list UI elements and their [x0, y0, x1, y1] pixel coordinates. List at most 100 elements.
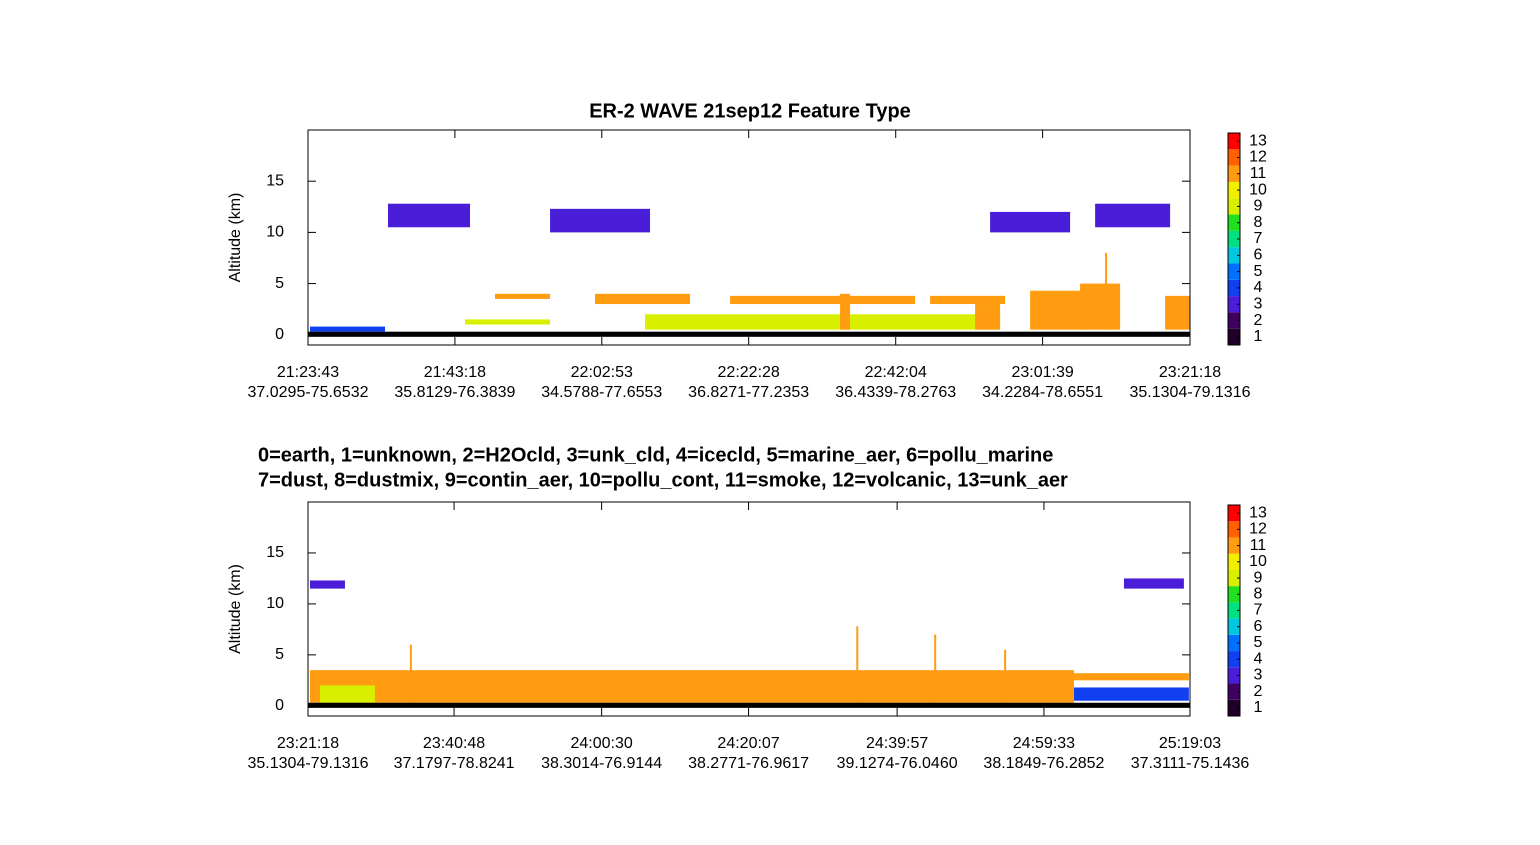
- colorbar-swatch: [1228, 667, 1240, 684]
- colorbar-swatch: [1228, 263, 1240, 280]
- y-axis-label: Altitude (km): [227, 564, 244, 654]
- x-tick-position: 34.2284-78.6551: [982, 384, 1103, 401]
- feature: [1095, 203, 1171, 228]
- feature: [930, 295, 1006, 305]
- colorbar-swatch: [1228, 553, 1240, 570]
- y-axis-label: Altitude (km): [227, 193, 244, 283]
- x-tick-label: 24:39:57: [866, 735, 928, 752]
- feature: [309, 580, 345, 589]
- x-tick-label: 23:40:48: [423, 735, 485, 752]
- x-tick-label: 22:02:53: [571, 364, 633, 381]
- feature: [319, 685, 375, 703]
- colorbar-label: 8: [1254, 585, 1263, 602]
- y-tick-label: 15: [266, 544, 284, 561]
- colorbar-label: 12: [1249, 149, 1267, 166]
- colorbar-label: 9: [1254, 198, 1263, 215]
- type-legend: 0=earth, 1=unknown, 2=H2Ocld, 3=unk_cld,…: [258, 444, 1053, 466]
- colorbar-swatch: [1228, 247, 1240, 264]
- colorbar-swatch: [1228, 651, 1240, 668]
- y-tick-label: 10: [266, 224, 284, 241]
- feature: [1074, 687, 1189, 701]
- colorbar-label: 5: [1254, 263, 1263, 280]
- colorbar-label: 6: [1254, 247, 1263, 264]
- y-tick-label: 15: [266, 172, 284, 189]
- colorbar-label: 11: [1250, 537, 1267, 554]
- colorbar-swatch: [1228, 537, 1240, 554]
- x-tick-label: 25:19:03: [1159, 735, 1221, 752]
- colorbar-label: 13: [1249, 132, 1267, 149]
- feature: [308, 331, 1190, 337]
- feature: [730, 295, 916, 305]
- x-tick-label: 23:01:39: [1011, 364, 1073, 381]
- colorbar-swatch: [1228, 296, 1240, 313]
- x-tick-label: 24:00:30: [570, 735, 632, 752]
- feature: [1030, 290, 1086, 330]
- x-tick-label: 21:23:43: [277, 364, 339, 381]
- colorbar-label: 3: [1254, 295, 1263, 312]
- x-tick-position: 35.1304-79.1316: [1130, 384, 1251, 401]
- colorbar-label: 2: [1254, 683, 1263, 700]
- colorbar-swatch: [1228, 683, 1240, 700]
- x-tick-position: 38.3014-76.9144: [541, 755, 662, 772]
- colorbar-label: 3: [1254, 667, 1263, 684]
- colorbar-swatch: [1228, 165, 1240, 182]
- colorbar-swatch: [1228, 133, 1240, 150]
- colorbar-label: 12: [1249, 521, 1267, 538]
- colorbar-swatch: [1228, 149, 1240, 166]
- colorbar-label: 4: [1254, 650, 1263, 667]
- x-tick-position: 36.8271-77.2353: [688, 384, 809, 401]
- feature: [1123, 578, 1184, 589]
- colorbar-swatch: [1228, 569, 1240, 587]
- colorbar-swatch: [1228, 198, 1240, 215]
- colorbar-label: 6: [1254, 618, 1263, 635]
- colorbar-label: 9: [1254, 569, 1263, 586]
- colorbar-label: 1: [1254, 328, 1263, 345]
- colorbar-swatch: [1228, 699, 1240, 716]
- x-tick-position: 38.1849-76.2852: [983, 755, 1104, 772]
- x-tick-label: 23:21:18: [277, 735, 339, 752]
- feature: [550, 208, 651, 233]
- x-tick-label: 24:20:07: [717, 735, 779, 752]
- colorbar-swatch: [1228, 230, 1240, 248]
- colorbar-label: 1: [1254, 699, 1263, 716]
- feature: [465, 319, 551, 325]
- feature: [1004, 649, 1007, 706]
- x-tick-label: 23:21:18: [1159, 364, 1221, 381]
- x-tick-position: 35.8129-76.3839: [394, 384, 515, 401]
- colorbar-swatch: [1228, 214, 1240, 231]
- feature: [308, 702, 1190, 708]
- colorbar-label: 11: [1250, 165, 1267, 182]
- colorbar-label: 8: [1254, 214, 1263, 231]
- y-tick-label: 0: [275, 326, 284, 343]
- feature: [975, 304, 1001, 330]
- feature: [1074, 673, 1189, 681]
- feature: [310, 326, 386, 332]
- type-legend: 7=dust, 8=dustmix, 9=contin_aer, 10=poll…: [258, 469, 1068, 491]
- feature: [388, 203, 471, 228]
- colorbar-swatch: [1228, 312, 1240, 329]
- colorbar-swatch: [1228, 602, 1240, 619]
- feature: [595, 293, 691, 305]
- colorbar-label: 7: [1254, 602, 1263, 619]
- y-tick-label: 5: [275, 275, 284, 292]
- x-tick-label: 24:59:33: [1013, 735, 1075, 752]
- colorbar-label: 2: [1254, 312, 1263, 329]
- x-tick-position: 37.3111-75.1436: [1131, 755, 1250, 772]
- colorbar-swatch: [1228, 521, 1240, 538]
- colorbar-label: 5: [1254, 634, 1263, 651]
- feature: [1165, 295, 1190, 330]
- feature: [409, 644, 412, 706]
- feature: [990, 211, 1071, 233]
- colorbar-label: 10: [1249, 181, 1267, 198]
- x-tick-position: 39.1274-76.0460: [837, 755, 958, 772]
- feature: [934, 634, 937, 706]
- feature: [645, 314, 1001, 330]
- colorbar-swatch: [1228, 618, 1240, 635]
- x-tick-position: 34.5788-77.6553: [541, 384, 662, 401]
- chart-title: ER-2 WAVE 21sep12 Feature Type: [589, 100, 911, 122]
- colorbar-swatch: [1228, 634, 1240, 652]
- colorbar-swatch: [1228, 279, 1240, 297]
- y-tick-label: 0: [275, 697, 284, 714]
- feature: [1080, 283, 1121, 330]
